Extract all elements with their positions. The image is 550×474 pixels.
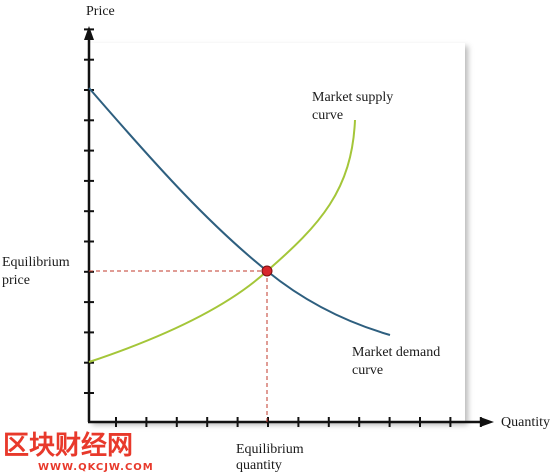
x-axis-arrow	[480, 417, 494, 427]
equilibrium-price-label-line2: price	[2, 273, 30, 288]
equilibrium-price-label: Equilibrium price	[2, 255, 73, 288]
equilibrium-quantity-label-line2: quantity	[236, 458, 282, 473]
watermark-sub: WWW.QKCJW.COM	[38, 462, 154, 473]
supply-curve-label: Market supply curve	[312, 90, 397, 123]
y-axis-arrow	[84, 26, 94, 40]
watermark: 区块财经网 WWW.QKCJW.COM	[3, 430, 154, 474]
demand-curve-label-line1: Market demand	[352, 345, 440, 360]
demand-curve-label: Market demand curve	[352, 345, 444, 378]
equilibrium-quantity-label: Equilibrium quantity	[236, 442, 307, 473]
demand-curve-label-line2: curve	[352, 363, 383, 378]
equilibrium-quantity-label-line1: Equilibrium	[236, 442, 304, 457]
x-axis-ticks	[115, 417, 482, 427]
equilibrium-point	[261, 265, 273, 277]
plot-panel	[89, 43, 465, 422]
equilibrium-price-label-line1: Equilibrium	[2, 255, 70, 270]
supply-curve-label-line2: curve	[312, 108, 343, 123]
y-axis-ticks	[84, 28, 94, 394]
y-axis-label: Price	[86, 4, 115, 19]
supply-curve-label-line1: Market supply	[312, 90, 393, 105]
market-demand-curve	[88, 87, 391, 336]
x-axis-label: Quantity	[501, 415, 550, 430]
watermark-main: 区块财经网	[3, 430, 133, 461]
